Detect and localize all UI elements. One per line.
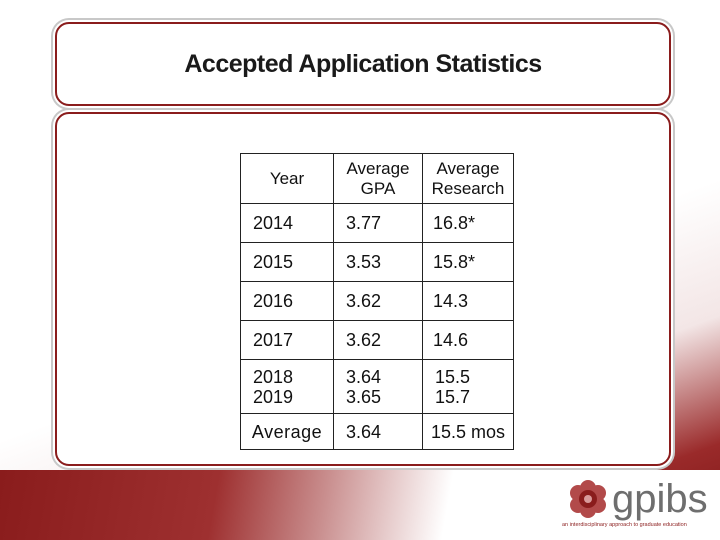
statistics-table: Year Average GPA Average Research 2014 3… xyxy=(240,153,514,450)
cell-gpa: 3.77 xyxy=(333,203,423,243)
cell-gpa-combined: 3.64 3.65 xyxy=(333,359,423,414)
cell-research: 15.8* xyxy=(422,242,514,282)
cell-gpa: 3.53 xyxy=(333,242,423,282)
cell-research: 14.3 xyxy=(422,281,514,321)
cell-year: 2016 xyxy=(240,281,334,321)
header-average-gpa: Average GPA xyxy=(333,153,423,204)
table-header-row: Year Average GPA Average Research xyxy=(240,153,514,204)
table-row-average: Average 3.64 15.5 mos xyxy=(240,413,514,450)
header-gpa-line1: Average xyxy=(346,158,410,178)
cell-year: 2014 xyxy=(240,203,334,243)
header-gpa-line2: GPA xyxy=(360,178,396,198)
cell-average-research: 15.5 mos xyxy=(422,413,514,450)
table-row: 2017 3.62 14.6 xyxy=(240,320,514,360)
cell-years-combined: 2018 2019 xyxy=(240,359,334,414)
flower-logo-icon xyxy=(570,480,606,518)
table-row-combined: 2018 2019 3.64 3.65 15.5 15.7 xyxy=(240,359,514,414)
cell-gpa-2018: 3.64 xyxy=(346,366,382,387)
cell-gpa: 3.62 xyxy=(333,320,423,360)
slide-title: Accepted Application Statistics xyxy=(184,49,542,78)
cell-average-label: Average xyxy=(240,413,334,450)
gpibs-logo: gpibs an interdisciplinary approach to g… xyxy=(560,475,720,540)
cell-research: 14.6 xyxy=(422,320,514,360)
cell-year: 2017 xyxy=(240,320,334,360)
cell-gpa: 3.62 xyxy=(333,281,423,321)
cell-research-combined: 15.5 15.7 xyxy=(422,359,514,414)
cell-research: 16.8* xyxy=(422,203,514,243)
cell-research-2019: 15.7 xyxy=(435,386,471,407)
table-row: 2014 3.77 16.8* xyxy=(240,203,514,243)
title-panel: Accepted Application Statistics xyxy=(55,22,671,106)
cell-year: 2015 xyxy=(240,242,334,282)
cell-year-2018: 2018 xyxy=(253,366,294,387)
table-row: 2015 3.53 15.8* xyxy=(240,242,514,282)
cell-year-2019: 2019 xyxy=(253,386,294,407)
logo-tagline: an interdisciplinary approach to graduat… xyxy=(562,522,687,528)
header-research-line2: Research xyxy=(431,178,505,198)
header-average-research: Average Research xyxy=(422,153,514,204)
cell-research-2018: 15.5 xyxy=(435,366,471,387)
header-year: Year xyxy=(240,153,334,204)
table-row: 2016 3.62 14.3 xyxy=(240,281,514,321)
header-research-line1: Average xyxy=(436,158,500,178)
logo-wordmark: gpibs xyxy=(612,477,708,521)
cell-gpa-2019: 3.65 xyxy=(346,386,382,407)
cell-average-gpa: 3.64 xyxy=(333,413,423,450)
